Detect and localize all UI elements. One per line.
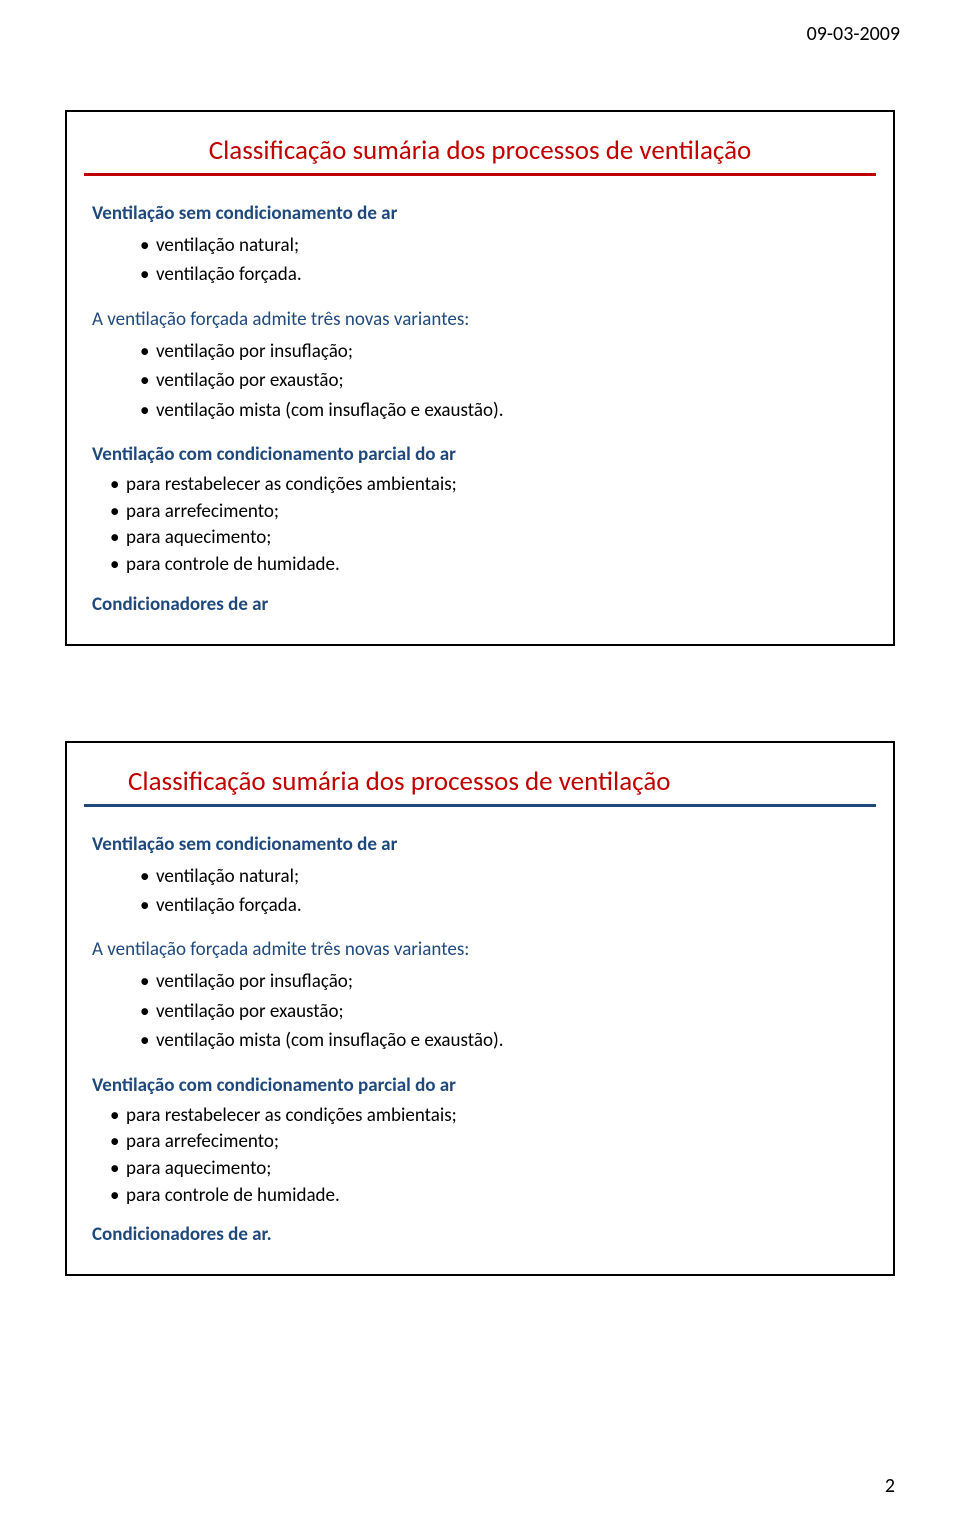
slide-2: Classificação sumária dos processos de v…	[65, 741, 895, 1277]
list-item: ventilação por exaustão;	[140, 997, 868, 1026]
slide-1-section2-list: ventilação por insuflação; ventilação po…	[140, 337, 868, 425]
list-item: para aquecimento;	[110, 1156, 868, 1183]
slide-1-title: Classificação sumária dos processos de v…	[92, 134, 868, 167]
slide-1-section1-heading: Ventilação sem condicionamento de ar	[92, 202, 868, 225]
slide-2-section2-heading: A ventilação forçada admite três novas v…	[92, 938, 868, 961]
list-item: ventilação forçada.	[140, 891, 868, 920]
list-item: ventilação natural;	[140, 862, 868, 891]
list-item: ventilação por exaustão;	[140, 366, 868, 395]
list-item: para arrefecimento;	[110, 1129, 868, 1156]
slide-1-section3-heading: Ventilação com condicionamento parcial d…	[92, 443, 868, 466]
slide-1-section3-list: para restabelecer as condições ambientai…	[110, 472, 868, 578]
list-item: ventilação por insuflação;	[140, 967, 868, 996]
slide-2-title-underline	[84, 804, 876, 807]
slide-1-section1-list: ventilação natural; ventilação forçada.	[140, 231, 868, 290]
list-item: ventilação forçada.	[140, 260, 868, 289]
list-item: ventilação por insuflação;	[140, 337, 868, 366]
list-item: para controle de humidade.	[110, 552, 868, 579]
list-item: ventilação natural;	[140, 231, 868, 260]
list-item: para controle de humidade.	[110, 1183, 868, 1210]
page-number: 2	[885, 1474, 895, 1498]
slide-1-section2-heading: A ventilação forçada admite três novas v…	[92, 308, 868, 331]
slide-2-final: Condicionadores de ar.	[92, 1223, 868, 1246]
slide-2-section2-list: ventilação por insuflação; ventilação po…	[140, 967, 868, 1055]
slide-2-section1-heading: Ventilação sem condicionamento de ar	[92, 833, 868, 856]
slide-2-section3-list: para restabelecer as condições ambientai…	[110, 1103, 868, 1209]
slide-2-section3-heading: Ventilação com condicionamento parcial d…	[92, 1074, 868, 1097]
list-item: para restabelecer as condições ambientai…	[110, 472, 868, 499]
slide-1: Classificação sumária dos processos de v…	[65, 110, 895, 646]
slide-1-final: Condicionadores de ar	[92, 593, 868, 616]
slide-1-title-underline	[84, 173, 876, 176]
slide-2-title: Classificação sumária dos processos de v…	[122, 765, 868, 798]
list-item: para arrefecimento;	[110, 499, 868, 526]
list-item: ventilação mista (com insuflação e exaus…	[140, 396, 868, 425]
page: 09-03-2009 Classificação sumária dos pro…	[0, 0, 960, 1526]
list-item: ventilação mista (com insuflação e exaus…	[140, 1026, 868, 1055]
list-item: para restabelecer as condições ambientai…	[110, 1103, 868, 1130]
header-date: 09-03-2009	[807, 22, 900, 46]
slide-2-section1-list: ventilação natural; ventilação forçada.	[140, 862, 868, 921]
list-item: para aquecimento;	[110, 525, 868, 552]
